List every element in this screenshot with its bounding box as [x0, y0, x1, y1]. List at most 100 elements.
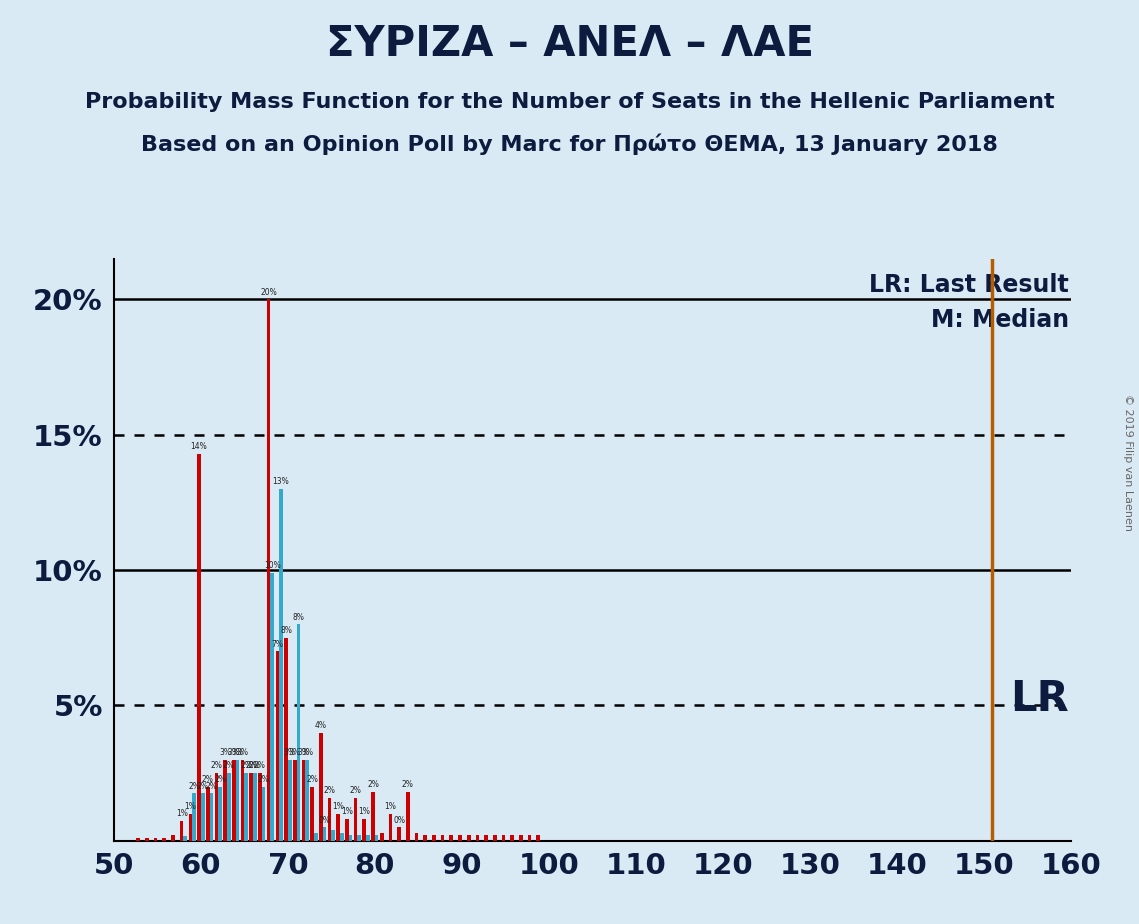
Bar — [501, 835, 506, 841]
Bar — [336, 814, 341, 841]
Bar — [519, 835, 523, 841]
Text: 1%: 1% — [359, 808, 370, 817]
Bar — [285, 638, 288, 841]
Bar — [249, 773, 253, 841]
Text: 1%: 1% — [385, 802, 396, 811]
Text: M: Median: M: Median — [931, 309, 1068, 333]
Bar — [314, 833, 318, 841]
Bar — [267, 299, 270, 841]
Bar — [219, 786, 222, 841]
Bar — [302, 760, 305, 841]
Text: 3%: 3% — [228, 748, 240, 757]
Bar — [476, 835, 480, 841]
Bar — [197, 454, 200, 841]
Bar — [362, 820, 366, 841]
Bar — [214, 773, 219, 841]
Text: 2%: 2% — [254, 761, 265, 771]
Text: 14%: 14% — [190, 442, 207, 451]
Bar — [375, 835, 378, 841]
Text: 2%: 2% — [197, 782, 208, 791]
Bar — [510, 835, 514, 841]
Text: 10%: 10% — [264, 561, 280, 570]
Text: 2%: 2% — [214, 775, 226, 784]
Bar — [405, 792, 410, 841]
Text: 8%: 8% — [293, 613, 304, 622]
Text: ΣΥΡΙΖΑ – ΑΝΕΛ – ΛΑΕ: ΣΥΡΙΖΑ – ΑΝΕΛ – ΛΑΕ — [326, 23, 813, 65]
Bar — [279, 489, 282, 841]
Text: 2%: 2% — [323, 785, 336, 795]
Text: 2%: 2% — [211, 761, 222, 771]
Bar — [458, 835, 461, 841]
Bar — [183, 836, 187, 841]
Bar — [331, 830, 335, 841]
Bar — [424, 835, 427, 841]
Bar — [432, 835, 436, 841]
Bar — [319, 733, 322, 841]
Bar — [328, 797, 331, 841]
Text: 2%: 2% — [249, 761, 261, 771]
Bar — [310, 786, 314, 841]
Bar — [467, 835, 470, 841]
Bar — [527, 835, 532, 841]
Text: 3%: 3% — [288, 748, 301, 757]
Bar — [137, 838, 140, 841]
Bar — [288, 760, 292, 841]
Bar — [236, 760, 239, 841]
Bar — [259, 773, 262, 841]
Bar — [371, 792, 375, 841]
Bar — [227, 773, 230, 841]
Bar — [493, 835, 497, 841]
Text: LR: LR — [1010, 678, 1068, 720]
Text: 8%: 8% — [280, 626, 292, 635]
Bar — [345, 820, 349, 841]
Text: 7%: 7% — [271, 639, 284, 649]
Bar — [536, 835, 540, 841]
Bar — [398, 827, 401, 841]
Text: 3%: 3% — [231, 748, 244, 757]
Text: 2%: 2% — [257, 775, 270, 784]
Text: 2%: 2% — [245, 761, 257, 771]
Bar — [270, 573, 274, 841]
Text: 1%: 1% — [185, 802, 196, 811]
Bar — [354, 797, 358, 841]
Text: 0%: 0% — [393, 816, 405, 824]
Text: 3%: 3% — [284, 748, 296, 757]
Text: © 2019 Filip van Laenen: © 2019 Filip van Laenen — [1123, 394, 1133, 530]
Bar — [388, 814, 392, 841]
Bar — [450, 835, 453, 841]
Bar — [296, 625, 301, 841]
Bar — [276, 651, 279, 841]
Bar — [163, 838, 166, 841]
Bar — [341, 833, 344, 841]
Bar — [189, 814, 192, 841]
Bar — [240, 760, 245, 841]
Text: Probability Mass Function for the Number of Seats in the Hellenic Parliament: Probability Mass Function for the Number… — [84, 92, 1055, 113]
Bar — [366, 835, 370, 841]
Bar — [380, 833, 384, 841]
Text: 3%: 3% — [219, 748, 231, 757]
Text: 4%: 4% — [314, 721, 327, 730]
Text: 2%: 2% — [367, 781, 379, 789]
Text: 0%: 0% — [319, 816, 330, 824]
Text: 1%: 1% — [341, 808, 353, 817]
Text: 3%: 3% — [297, 748, 310, 757]
Bar — [171, 835, 174, 841]
Bar — [358, 835, 361, 841]
Bar — [154, 838, 157, 841]
Text: 2%: 2% — [205, 782, 218, 791]
Bar — [223, 760, 227, 841]
Text: 13%: 13% — [272, 477, 289, 486]
Bar — [349, 835, 352, 841]
Text: 1%: 1% — [333, 802, 344, 811]
Text: 2%: 2% — [202, 775, 214, 784]
Text: 1%: 1% — [175, 808, 188, 818]
Bar — [484, 835, 487, 841]
Bar — [206, 786, 210, 841]
Bar — [180, 821, 183, 841]
Bar — [210, 794, 213, 841]
Text: 2%: 2% — [223, 761, 235, 771]
Bar — [253, 773, 256, 841]
Bar — [322, 827, 326, 841]
Bar — [192, 794, 196, 841]
Bar — [415, 833, 418, 841]
